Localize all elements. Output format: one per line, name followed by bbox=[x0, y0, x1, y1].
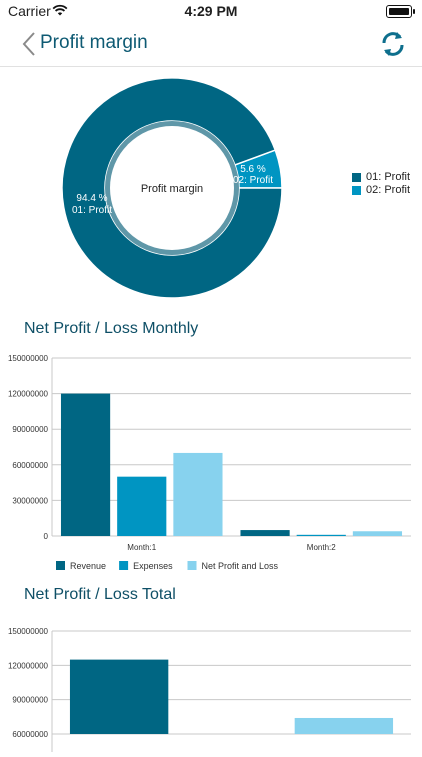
legend-label: Revenue bbox=[70, 561, 106, 571]
legend-label: Net Profit and Loss bbox=[202, 561, 279, 571]
bar bbox=[352, 531, 403, 536]
bar bbox=[60, 393, 111, 536]
bar bbox=[296, 534, 346, 536]
monthly-bar-chart: 0 30000000 60000000 90000000 120000000 150000… bbox=[0, 348, 422, 580]
legend-swatch bbox=[187, 561, 197, 570]
legend-item: 01: Profit bbox=[352, 171, 410, 183]
x-tick-label: Month:2 bbox=[307, 543, 336, 552]
y-tick-label: 150000000 bbox=[8, 627, 49, 636]
bar bbox=[173, 452, 223, 536]
y-tick-label: 30000000 bbox=[12, 496, 48, 505]
slice-name-label: 02: Profit bbox=[233, 175, 273, 186]
page-title: Profit margin bbox=[40, 32, 148, 53]
slice-name-label: 01: Profit bbox=[72, 205, 112, 216]
legend-label: 02: Profit bbox=[366, 184, 411, 196]
clock: 4:29 PM bbox=[184, 3, 238, 19]
total-bar-chart: 60000000 90000000 120000000 150000000 bbox=[0, 612, 422, 752]
donut-center-label: Profit margin bbox=[141, 183, 203, 195]
bar bbox=[240, 530, 290, 536]
y-tick-label: 120000000 bbox=[8, 390, 49, 399]
bar bbox=[294, 717, 394, 734]
y-tick-label: 60000000 bbox=[12, 461, 48, 470]
y-tick-label: 60000000 bbox=[12, 730, 48, 739]
profit-margin-chart: Profit margin 94.4 % 01: Profit 5.6 % 02: Pr… bbox=[0, 70, 422, 310]
carrier-label: Carrier bbox=[8, 3, 51, 19]
slice-percent-label: 94.4 % bbox=[76, 193, 107, 204]
donut-hole bbox=[110, 126, 234, 250]
y-tick-label: 0 bbox=[44, 532, 49, 541]
refresh-icon[interactable] bbox=[380, 30, 406, 58]
status-bar: Carrier 4:29 PM bbox=[0, 0, 422, 22]
legend-swatch bbox=[119, 561, 129, 570]
legend-swatch bbox=[352, 185, 361, 195]
legend-label: 01: Profit bbox=[366, 171, 411, 183]
legend-label: Expenses bbox=[133, 561, 173, 571]
legend-swatch bbox=[56, 561, 65, 570]
y-tick-label: 120000000 bbox=[8, 661, 49, 670]
legend-item: 02: Profit bbox=[352, 184, 410, 196]
donut-chart: Profit margin 94.4 %01: Profit 5.6 %02: Pr… bbox=[61, 77, 283, 299]
y-tick-label: 150000000 bbox=[8, 354, 49, 363]
monthly-bar-chart-svg: 0 30000000 60000000 90000000 120000000 150000… bbox=[8, 354, 411, 571]
navigation-bar: Profit margin bbox=[0, 22, 422, 67]
total-bar-chart-svg: 60000000 90000000 120000000 150000000 bbox=[8, 627, 411, 752]
x-tick-label: Month:1 bbox=[127, 543, 156, 552]
battery-icon bbox=[386, 5, 415, 18]
chevron-left-icon[interactable] bbox=[20, 30, 38, 58]
total-chart-title: Net Profit / Loss Total bbox=[24, 586, 176, 603]
y-tick-label: 90000000 bbox=[12, 425, 48, 434]
y-tick-label: 90000000 bbox=[12, 696, 48, 705]
monthly-chart-title: Net Profit / Loss Monthly bbox=[24, 320, 199, 337]
bar bbox=[69, 659, 169, 734]
legend-swatch bbox=[352, 172, 361, 182]
wifi-icon bbox=[52, 4, 68, 16]
bar bbox=[117, 476, 167, 536]
slice-percent-label: 5.6 % bbox=[240, 164, 266, 175]
